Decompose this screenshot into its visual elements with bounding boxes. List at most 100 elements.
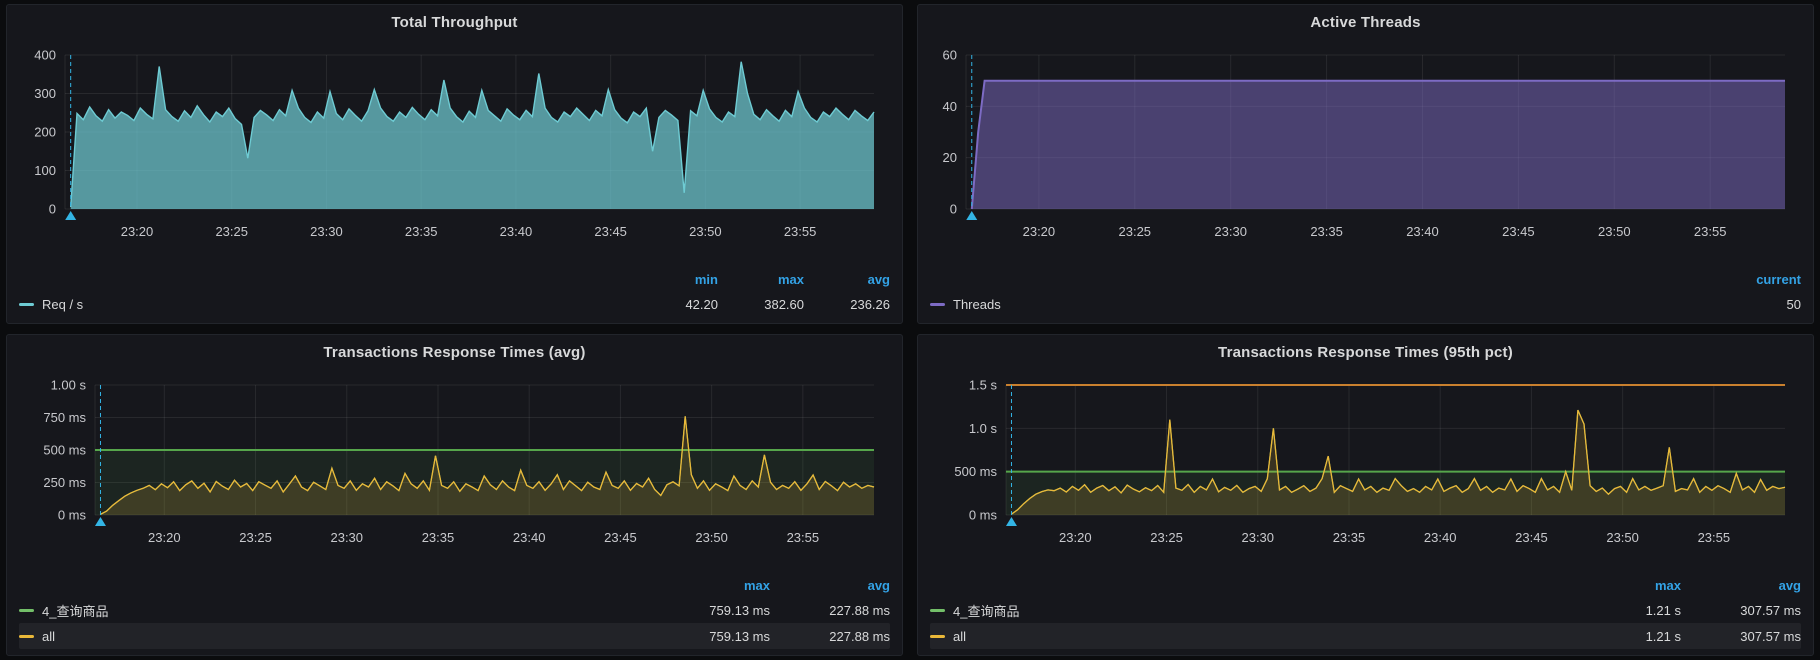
y-axis-tick-label: 250 ms xyxy=(43,475,86,490)
annotation-marker[interactable] xyxy=(966,211,978,220)
annotation-marker[interactable] xyxy=(1005,517,1017,526)
panel-header: Transactions Response Times (95th pct) xyxy=(928,337,1803,367)
legend-stat-value: 307.57 ms xyxy=(1740,628,1801,644)
legend-stat-value: 236.26 xyxy=(850,296,890,312)
x-axis-tick-label: 23:50 xyxy=(1598,224,1631,239)
response-times-95th-legend: max avg 4_查询商品 1.21 s 307.57 ms all 1.21 s 307.… xyxy=(928,574,1803,649)
panel-response-times-95th: Transactions Response Times (95th pct) 0… xyxy=(917,334,1814,656)
series-label: all xyxy=(42,628,56,644)
y-axis-tick-label: 0 xyxy=(49,202,56,217)
series-label: Threads xyxy=(953,296,1001,312)
y-axis-tick-label: 300 xyxy=(34,86,56,101)
legend-stat-value: 1.21 s xyxy=(1645,602,1681,618)
legend-stat-value: 227.88 ms xyxy=(829,602,890,618)
x-axis-tick-label: 23:20 xyxy=(1059,530,1092,545)
x-axis-tick-label: 23:55 xyxy=(1698,530,1731,545)
legend-stat-value: 382.60 xyxy=(764,296,804,312)
x-axis-tick-label: 23:55 xyxy=(1694,224,1727,239)
legend-stat-value: 307.57 ms xyxy=(1740,602,1801,618)
y-axis-tick-label: 100 xyxy=(34,163,56,178)
panel-response-times-avg: Transactions Response Times (avg) 0 ms 25… xyxy=(6,334,903,656)
x-axis-tick-label: 23:45 xyxy=(1502,224,1535,239)
legend-series-name[interactable]: all xyxy=(930,629,1561,644)
y-axis-tick-label: 200 xyxy=(34,125,56,140)
legend-series-name[interactable]: all xyxy=(19,629,650,644)
x-axis-tick-label: 23:30 xyxy=(1214,224,1247,239)
y-axis-tick-label: 500 ms xyxy=(43,443,86,458)
series-color-dash-icon xyxy=(19,608,34,612)
x-axis-tick-label: 23:25 xyxy=(239,530,272,545)
legend-series-name[interactable]: 4_查询商品 xyxy=(19,601,650,620)
legend-stat-header-max[interactable]: max xyxy=(1654,578,1681,593)
response-times-avg-legend: max avg 4_查询商品 759.13 ms 227.88 ms all 759.13 … xyxy=(17,574,892,649)
series-color-dash-icon xyxy=(19,634,34,638)
x-axis-tick-label: 23:35 xyxy=(1333,530,1366,545)
x-axis-tick-label: 23:25 xyxy=(1150,530,1183,545)
legend-header-row: min max avg xyxy=(19,268,890,291)
legend-stat-value: 42.20 xyxy=(685,296,718,312)
x-axis-tick-label: 23:55 xyxy=(787,530,820,545)
response-times-95th-chart[interactable]: 0 ms 500 ms 1.0 s 1.5 s 23:20 23:25 23:30 23:35… xyxy=(928,367,1803,557)
legend-stat-value: 1.21 s xyxy=(1645,628,1681,644)
y-axis-tick-label: 0 ms xyxy=(58,508,87,523)
legend-stat-header-current[interactable]: current xyxy=(1756,272,1801,287)
panel-title[interactable]: Total Throughput xyxy=(391,13,518,31)
total-throughput-legend: min max avg Req / s 42.20 382.60 236.26 xyxy=(17,268,892,317)
active-threads-legend: current Threads 50 xyxy=(928,268,1803,317)
annotation-marker[interactable] xyxy=(65,211,77,220)
series-color-dash-icon xyxy=(930,608,945,612)
annotation-marker[interactable] xyxy=(94,517,106,526)
legend-stat-value: 50 xyxy=(1786,296,1801,312)
y-axis-tick-label: 60 xyxy=(943,48,957,63)
panel-active-threads: Active Threads 0 20 40 60 23:20 23:25 23:30 23:… xyxy=(917,4,1814,324)
legend-row: 4_查询商品 1.21 s 307.57 ms xyxy=(930,597,1801,623)
x-axis-tick-label: 23:40 xyxy=(1424,530,1457,545)
x-axis-tick-label: 23:40 xyxy=(500,224,533,239)
y-axis-tick-label: 0 ms xyxy=(969,508,998,523)
legend-stat-header-avg[interactable]: avg xyxy=(867,272,890,287)
panel-header: Active Threads xyxy=(928,7,1803,37)
active-threads-chart[interactable]: 0 20 40 60 23:20 23:25 23:30 23:35 23:40 23:45 23:… xyxy=(928,37,1803,251)
legend-series-name[interactable]: 4_查询商品 xyxy=(930,601,1561,620)
legend-row: all 759.13 ms 227.88 ms xyxy=(19,623,890,649)
x-axis-tick-label: 23:40 xyxy=(513,530,546,545)
x-axis-tick-label: 23:45 xyxy=(1515,530,1548,545)
series-label: 4_查询商品 xyxy=(953,603,1020,619)
legend-row: Threads 50 xyxy=(930,291,1801,317)
response-times-avg-chart[interactable]: 0 ms 250 ms 500 ms 750 ms 1.00 s 23:20 23:25 23… xyxy=(17,367,892,557)
panel-total-throughput: Total Throughput 0 100 200 300 400 23:20 23:25… xyxy=(6,4,903,324)
x-axis-tick-label: 23:55 xyxy=(784,224,817,239)
y-axis-tick-label: 500 ms xyxy=(954,464,997,479)
legend-stat-header-max[interactable]: max xyxy=(743,578,770,593)
x-axis-tick-label: 23:30 xyxy=(330,530,363,545)
y-axis-tick-label: 400 xyxy=(34,48,56,63)
x-axis-tick-label: 23:25 xyxy=(215,224,248,239)
panel-title[interactable]: Transactions Response Times (95th pct) xyxy=(1218,343,1513,361)
panel-title[interactable]: Active Threads xyxy=(1310,13,1421,31)
legend-stat-header-avg[interactable]: avg xyxy=(1778,578,1801,593)
series-color-dash-icon xyxy=(930,634,945,638)
legend-stat-header-min[interactable]: min xyxy=(694,272,718,287)
x-axis-tick-label: 23:35 xyxy=(405,224,438,239)
x-axis-tick-label: 23:20 xyxy=(148,530,181,545)
x-axis-tick-label: 23:45 xyxy=(604,530,637,545)
legend-row: 4_查询商品 759.13 ms 227.88 ms xyxy=(19,597,890,623)
panel-title[interactable]: Transactions Response Times (avg) xyxy=(323,343,586,361)
legend-series-name[interactable]: Req / s xyxy=(19,297,632,312)
series-label: Req / s xyxy=(42,296,84,312)
x-axis-tick-label: 23:35 xyxy=(1310,224,1343,239)
x-axis-tick-label: 23:35 xyxy=(422,530,455,545)
series-label: all xyxy=(953,628,967,644)
legend-stat-header-max[interactable]: max xyxy=(777,272,804,287)
y-axis-tick-label: 1.5 s xyxy=(969,378,998,393)
legend-stat-header-avg[interactable]: avg xyxy=(867,578,890,593)
y-axis-tick-label: 40 xyxy=(943,99,957,114)
x-axis-tick-label: 23:30 xyxy=(1241,530,1274,545)
legend-series-name[interactable]: Threads xyxy=(930,297,1691,312)
x-axis-tick-label: 23:40 xyxy=(1406,224,1439,239)
total-throughput-chart[interactable]: 0 100 200 300 400 23:20 23:25 23:30 23:35 23:40 23… xyxy=(17,37,892,251)
panel-header: Total Throughput xyxy=(17,7,892,37)
x-axis-tick-label: 23:50 xyxy=(689,224,722,239)
series-color-dash-icon xyxy=(19,302,34,306)
legend-row: Req / s 42.20 382.60 236.26 xyxy=(19,291,890,317)
